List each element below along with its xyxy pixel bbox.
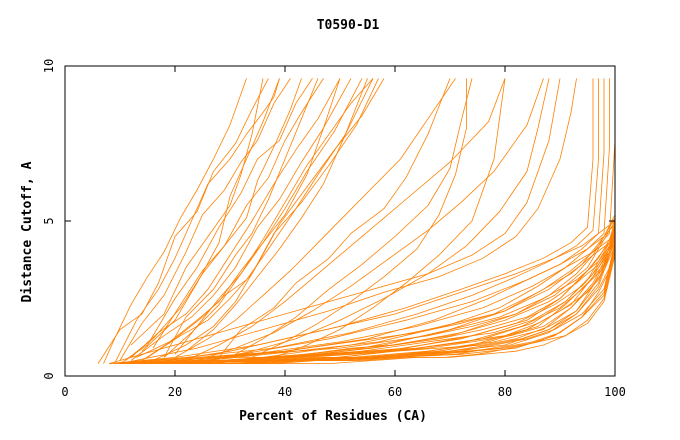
series-line-29 — [147, 220, 616, 364]
series-line-2 — [119, 78, 291, 361]
series-layer — [97, 78, 616, 365]
x-tick-label: 40 — [278, 385, 292, 399]
y-tick-label: 0 — [42, 372, 56, 379]
series-line-44 — [130, 230, 616, 364]
series-line-52 — [175, 255, 616, 365]
y-tick-label: 5 — [42, 217, 56, 224]
x-tick-label: 80 — [498, 385, 512, 399]
y-axis-label: Distance Cutoff, A — [20, 161, 35, 302]
x-axis-label: Percent of Residues (CA) — [239, 409, 427, 424]
x-tick-label: 20 — [168, 385, 182, 399]
series-line-46 — [141, 236, 616, 364]
series-line-10 — [152, 78, 385, 361]
series-line-59 — [218, 78, 451, 358]
series-line-47 — [147, 239, 616, 365]
series-line-13 — [185, 78, 506, 361]
series-line-16 — [108, 78, 594, 364]
series-line-11 — [163, 78, 374, 358]
series-line-43 — [125, 227, 616, 364]
series-line-34 — [196, 236, 616, 364]
series-line-39 — [119, 78, 577, 364]
series-line-42 — [119, 223, 616, 364]
series-line-55 — [152, 78, 302, 349]
series-line-64 — [97, 78, 269, 364]
series-line-58 — [185, 78, 368, 352]
y-tick-label: 10 — [42, 59, 56, 73]
series-line-17 — [108, 78, 599, 364]
series-line-40 — [108, 214, 616, 364]
x-axis-ticks: 0 20 40 60 80 100 — [61, 66, 626, 399]
series-line-37 — [229, 245, 616, 364]
series-line-38 — [108, 78, 561, 364]
series-line-53 — [130, 78, 264, 346]
series-line-56 — [163, 78, 319, 358]
series-line-14 — [196, 78, 544, 361]
series-line-51 — [169, 251, 616, 365]
series-line-22 — [119, 220, 616, 364]
chart-title: T0590-D1 — [317, 18, 380, 33]
series-line-30 — [152, 223, 616, 364]
series-line-9 — [147, 78, 379, 358]
series-line-62 — [273, 78, 506, 358]
series-line-6 — [130, 78, 352, 361]
x-tick-label: 100 — [604, 385, 626, 399]
series-line-25 — [130, 233, 616, 364]
series-line-12 — [174, 78, 456, 358]
y-axis-ticks: 0 5 10 — [42, 59, 615, 380]
series-line-3 — [119, 78, 313, 364]
series-line-60 — [229, 78, 473, 358]
series-line-50 — [164, 248, 616, 365]
series-line-54 — [141, 78, 280, 352]
series-line-4 — [125, 78, 324, 361]
x-tick-label: 0 — [61, 385, 68, 399]
series-line-45 — [136, 233, 616, 364]
series-line-63 — [103, 78, 247, 364]
series-line-31 — [163, 227, 616, 364]
x-tick-label: 60 — [388, 385, 402, 399]
series-line-48 — [153, 242, 616, 365]
series-line-61 — [251, 78, 467, 358]
series-line-57 — [174, 78, 341, 355]
series-line-41 — [114, 220, 616, 364]
series-line-32 — [174, 230, 616, 364]
series-line-19 — [114, 78, 610, 364]
